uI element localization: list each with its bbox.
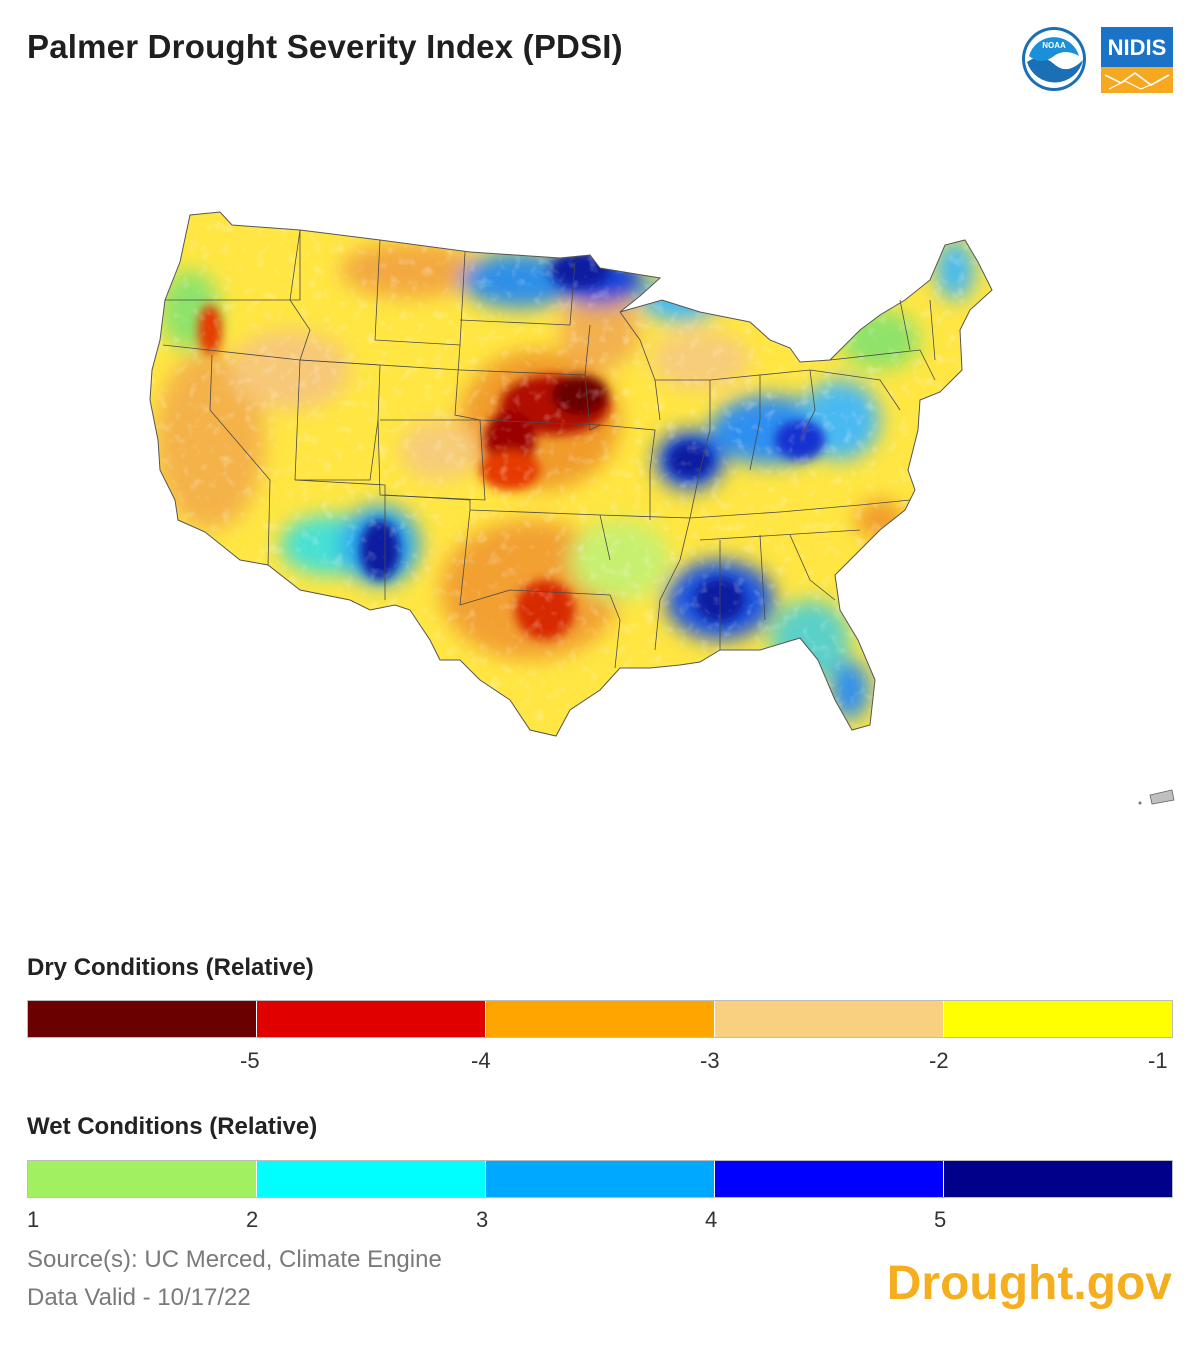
wet-swatch (715, 1161, 944, 1197)
wet-tick: 4 (705, 1207, 718, 1232)
dry-tick: -1 (1148, 1048, 1168, 1073)
page-title: Palmer Drought Severity Index (PDSI) (27, 28, 623, 65)
dry-swatch (486, 1001, 715, 1037)
wet-swatch (944, 1161, 1172, 1197)
us-pdsi-map (149, 211, 1175, 805)
dry-swatch (944, 1001, 1172, 1037)
dry-tick: -5 (240, 1048, 260, 1073)
wet-swatch (257, 1161, 486, 1197)
wet-tick: 5 (934, 1207, 947, 1232)
data-valid-text: Data Valid - 10/17/22 (27, 1284, 251, 1311)
dry-tick: -2 (929, 1048, 949, 1073)
nidis-logo-text: NIDIS (1108, 35, 1167, 60)
dry-tick: -4 (471, 1048, 491, 1073)
dry-tick: -3 (700, 1048, 720, 1073)
wet-color-bar (27, 1160, 1173, 1198)
dry-swatch (715, 1001, 944, 1037)
wet-tick: 1 (27, 1207, 40, 1232)
wet-tick: 2 (246, 1207, 259, 1232)
state-borders (162, 229, 936, 669)
wet-swatch (486, 1161, 715, 1197)
dry-swatch (28, 1001, 257, 1037)
nidis-logo: NIDIS (1101, 27, 1173, 93)
dry-legend-title: Dry Conditions (Relative) (27, 954, 314, 981)
source-text: Source(s): UC Merced, Climate Engine (27, 1246, 442, 1273)
wet-tick: 3 (476, 1207, 489, 1232)
dry-swatch (257, 1001, 486, 1037)
noaa-logo-text: NOAA (1042, 41, 1066, 50)
wet-swatch (28, 1161, 257, 1197)
wet-legend-title: Wet Conditions (Relative) (27, 1113, 318, 1140)
dry-color-bar (27, 1000, 1173, 1038)
drought-gov-link[interactable]: Drought.gov (886, 1257, 1172, 1310)
noaa-logo: NOAA (1022, 27, 1086, 91)
